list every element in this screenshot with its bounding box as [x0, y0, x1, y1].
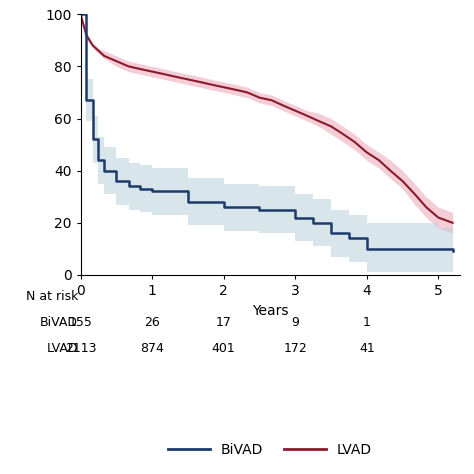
- LVAD: [256, 95, 262, 100]
- BiVAD: [101, 168, 107, 173]
- LVAD: [173, 74, 179, 80]
- LVAD: [233, 87, 239, 93]
- BiVAD: [346, 236, 352, 241]
- BiVAD: [78, 11, 83, 17]
- LVAD: [269, 98, 274, 103]
- BiVAD: [83, 98, 89, 103]
- Text: BiVAD: BiVAD: [40, 316, 78, 329]
- LVAD: [340, 131, 346, 137]
- LVAD: [209, 82, 214, 88]
- Text: 155: 155: [69, 316, 92, 329]
- BiVAD: [149, 189, 155, 194]
- LVAD: [304, 113, 310, 119]
- BiVAD: [328, 230, 334, 236]
- Text: 41: 41: [359, 342, 374, 355]
- BiVAD: [126, 183, 131, 189]
- LVAD: [101, 53, 107, 59]
- LVAD: [149, 69, 155, 74]
- LVAD: [328, 124, 334, 129]
- LVAD: [400, 178, 405, 184]
- LVAD: [245, 90, 250, 95]
- BiVAD: [221, 204, 227, 210]
- BiVAD: [90, 137, 96, 142]
- BiVAD: [450, 249, 456, 255]
- LVAD: [364, 150, 370, 155]
- Text: 874: 874: [140, 342, 164, 355]
- LVAD: [96, 48, 101, 54]
- LVAD: [352, 139, 357, 145]
- LVAD: [126, 64, 131, 69]
- BiVAD: [185, 199, 191, 205]
- Text: 17: 17: [216, 316, 232, 329]
- LVAD: [113, 58, 119, 64]
- BiVAD: [400, 246, 405, 252]
- LVAD: [423, 204, 429, 210]
- Text: LVAD: LVAD: [47, 342, 78, 355]
- LVAD: [280, 103, 286, 109]
- LVAD: [185, 77, 191, 82]
- Text: 1: 1: [363, 316, 371, 329]
- BiVAD: [292, 215, 298, 220]
- Text: 172: 172: [283, 342, 307, 355]
- Line: BiVAD: BiVAD: [81, 14, 453, 252]
- LVAD: [292, 108, 298, 114]
- BiVAD: [364, 246, 370, 252]
- LVAD: [436, 215, 441, 220]
- Text: 401: 401: [212, 342, 236, 355]
- Legend: BiVAD, LVAD: BiVAD, LVAD: [163, 437, 378, 462]
- LVAD: [137, 66, 143, 72]
- Text: 26: 26: [144, 316, 160, 329]
- X-axis label: Years: Years: [252, 303, 289, 318]
- BiVAD: [96, 157, 101, 163]
- BiVAD: [310, 220, 316, 226]
- Text: 9: 9: [292, 316, 299, 329]
- LVAD: [412, 191, 418, 197]
- LVAD: [450, 220, 456, 226]
- LVAD: [221, 84, 227, 90]
- Text: N at risk: N at risk: [26, 290, 78, 303]
- BiVAD: [256, 207, 262, 212]
- LVAD: [90, 43, 96, 48]
- LVAD: [83, 32, 89, 38]
- LVAD: [388, 168, 393, 173]
- Text: 2113: 2113: [65, 342, 96, 355]
- LVAD: [197, 79, 203, 85]
- LVAD: [78, 11, 83, 17]
- LVAD: [376, 157, 382, 163]
- BiVAD: [436, 246, 441, 252]
- LVAD: [316, 118, 322, 124]
- BiVAD: [113, 178, 119, 184]
- LVAD: [162, 72, 167, 77]
- Line: LVAD: LVAD: [81, 14, 453, 223]
- BiVAD: [137, 186, 143, 192]
